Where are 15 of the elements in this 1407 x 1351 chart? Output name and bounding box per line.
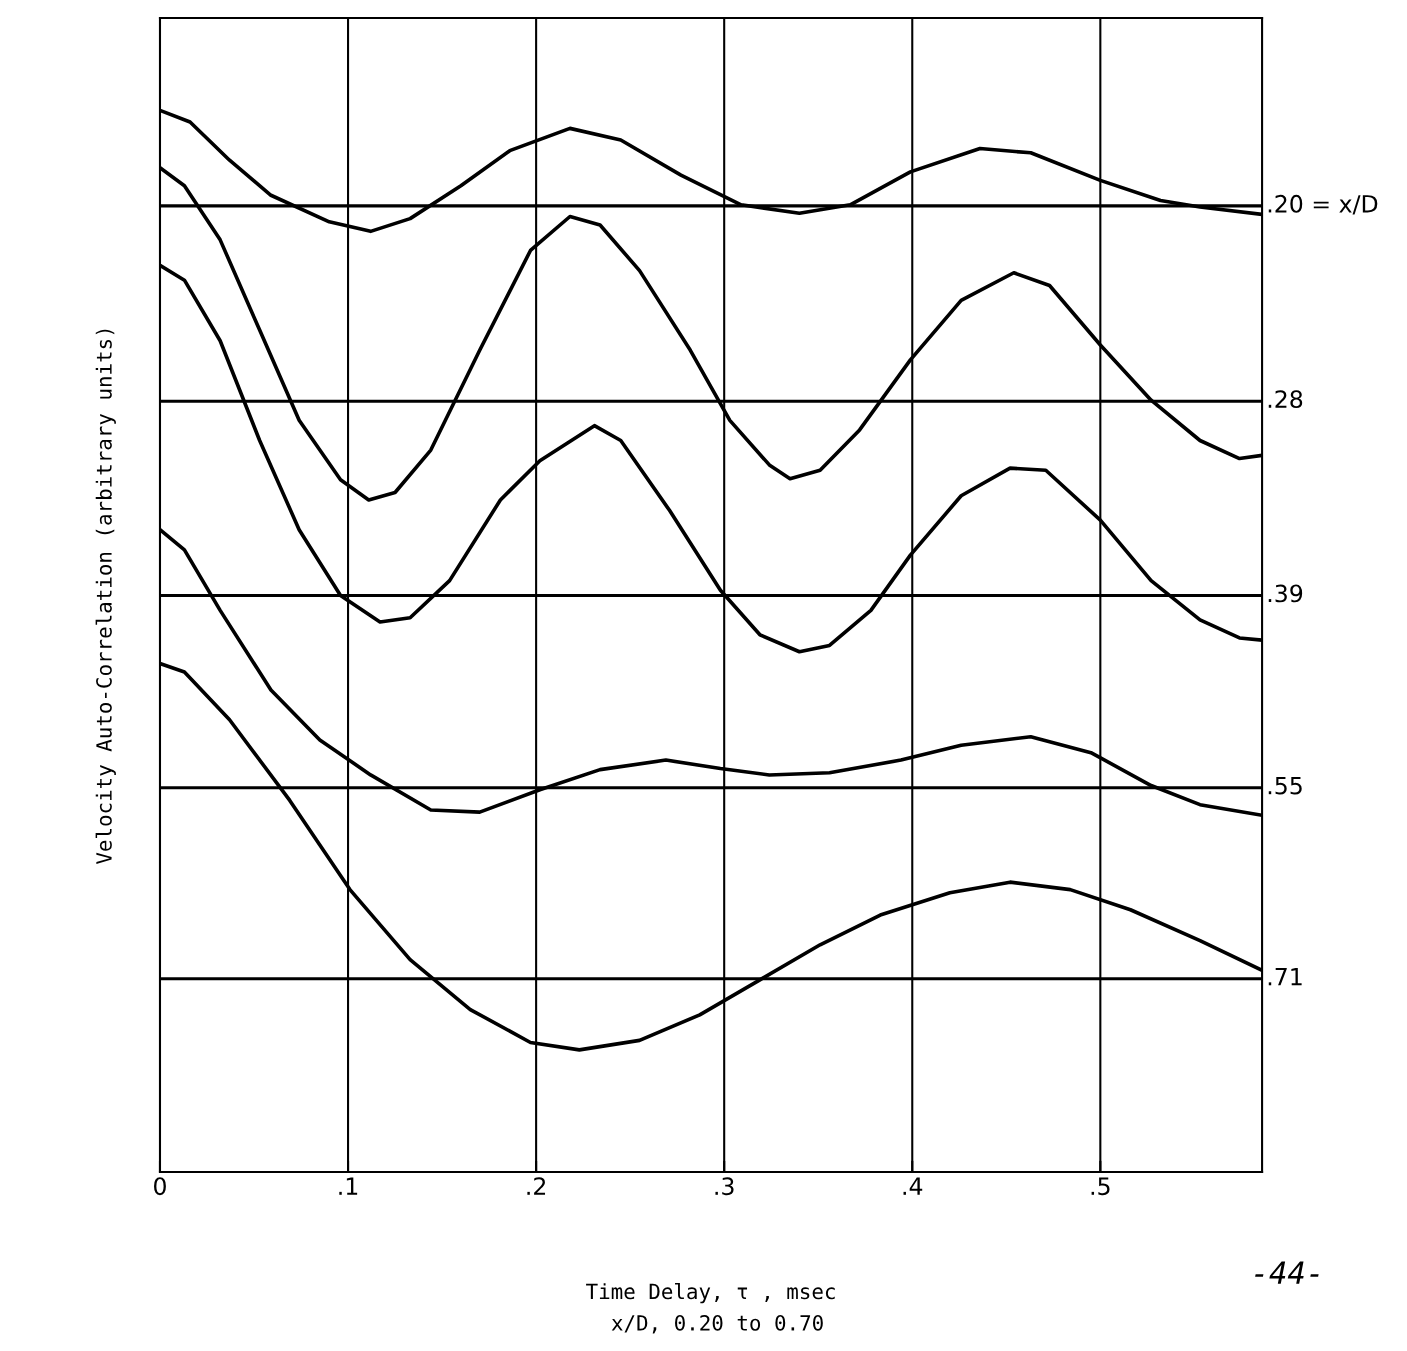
text: x/D, 0.20 to 0.70 — [611, 1314, 823, 1334]
x-tick-label: 0 — [154, 1177, 166, 1196]
x-axis-title: Time Delay, τ , msec — [586, 1283, 835, 1304]
series-label: .55 — [1268, 776, 1302, 795]
x-tick-label: .2 — [527, 1177, 546, 1195]
x-tick-label: .3 — [715, 1177, 734, 1196]
text: .28 — [1268, 390, 1303, 409]
series-label: .39 — [1268, 584, 1303, 603]
y-axis-title: Velocity Auto-Correlation (arbitrary units) — [95, 329, 116, 865]
series-label: .71 — [1268, 968, 1302, 986]
x-tick-label: .5 — [1091, 1177, 1110, 1196]
x-tick-label: .4 — [903, 1177, 923, 1195]
text: -44- — [1255, 1261, 1319, 1284]
x-tick-label: .1 — [339, 1177, 358, 1195]
series-label: .20 = x/D — [1268, 194, 1378, 215]
